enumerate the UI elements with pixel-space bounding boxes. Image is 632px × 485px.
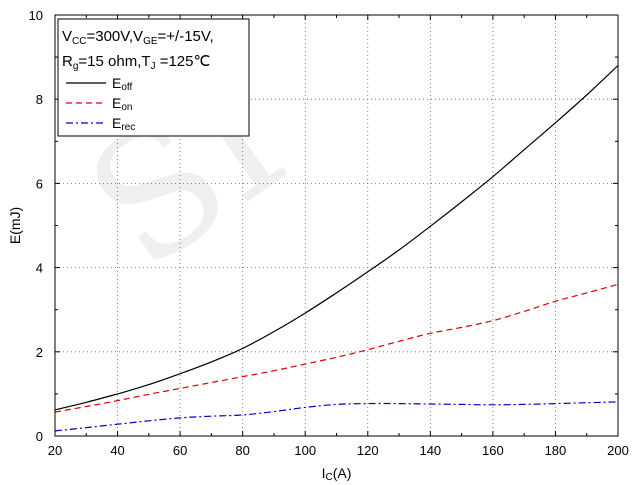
x-tick-label: 140	[419, 443, 441, 458]
x-axis-label-tail: (A)	[333, 465, 352, 481]
legend-conditions-line2: Rg=15 ohm,TJ =125℃	[62, 53, 210, 72]
legend-label-eoff: Eoff	[112, 75, 133, 93]
x-tick-label: 120	[357, 443, 379, 458]
series-line-eoff	[54, 65, 619, 411]
y-axis-label: E(mJ)	[7, 207, 23, 244]
x-tick-label: 40	[110, 443, 124, 458]
series-line-erec	[54, 401, 619, 432]
series-line-eon	[54, 283, 619, 413]
x-axis-label-sub: C	[325, 472, 332, 483]
series-layer	[54, 65, 619, 432]
x-tick-label: 160	[482, 443, 504, 458]
legend-label-eon: Eon	[112, 95, 132, 113]
x-axis-label-main: I	[322, 465, 326, 481]
x-tick-label: 60	[173, 443, 187, 458]
x-tick-label: 20	[48, 443, 62, 458]
legend: VCC=300V,VGE=+/-15V, Rg=15 ohm,TJ =125℃ Eo…	[57, 18, 250, 137]
legend-conditions-line1: VCC=300V,VGE=+/-15V,	[62, 28, 214, 47]
x-tick-label: 80	[235, 443, 249, 458]
y-tick-label: 10	[29, 8, 43, 23]
legend-box	[57, 18, 250, 137]
y-tick-label: 4	[36, 261, 43, 276]
legend-label-erec: Erec	[112, 115, 135, 133]
x-axis-label: IC(A)	[322, 465, 352, 483]
y-tick-label: 2	[36, 345, 43, 360]
x-tick-label: 180	[545, 443, 567, 458]
x-tick-label: 100	[294, 443, 316, 458]
tick-labels: 20 40 60 80 100 120 140 160 180 200 0 2 4 6 8 10	[29, 8, 629, 458]
y-tick-label: 0	[36, 429, 43, 444]
y-tick-label: 8	[36, 92, 43, 107]
y-tick-label: 6	[36, 176, 43, 191]
x-tick-label: 200	[607, 443, 629, 458]
